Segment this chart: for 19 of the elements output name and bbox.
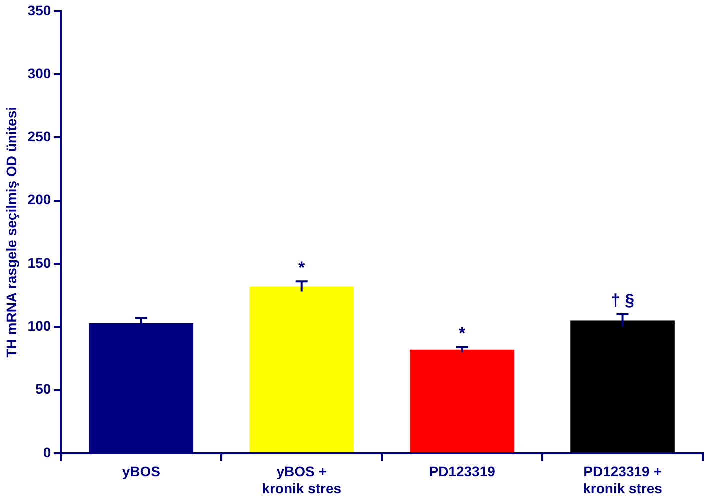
y-tick-label: 300 (28, 65, 52, 82)
annotation: * (458, 324, 466, 344)
y-axis-title: TH mRNA rasgele seçilmiş OD ünitesi (3, 107, 20, 358)
bar (410, 350, 514, 452)
annotation: † § (610, 291, 635, 310)
y-tick-label: 250 (28, 128, 52, 145)
y-tick-label: 150 (28, 254, 52, 271)
y-tick-label: 100 (28, 318, 52, 334)
y-tick-label: 50 (36, 381, 52, 398)
x-tick-label: yBOS + kronik stres (262, 464, 342, 496)
x-tick-label: PD123319 + kronik stres (583, 464, 663, 496)
bar (570, 320, 675, 452)
x-tick-label: yBOS (122, 464, 160, 480)
y-tick-label: 200 (28, 192, 52, 208)
y-tick-label: 350 (28, 2, 52, 18)
bar (250, 286, 354, 452)
annotation: * (298, 258, 306, 278)
x-tick-label: PD123319 (429, 464, 496, 480)
y-tick-label: 0 (43, 444, 52, 460)
